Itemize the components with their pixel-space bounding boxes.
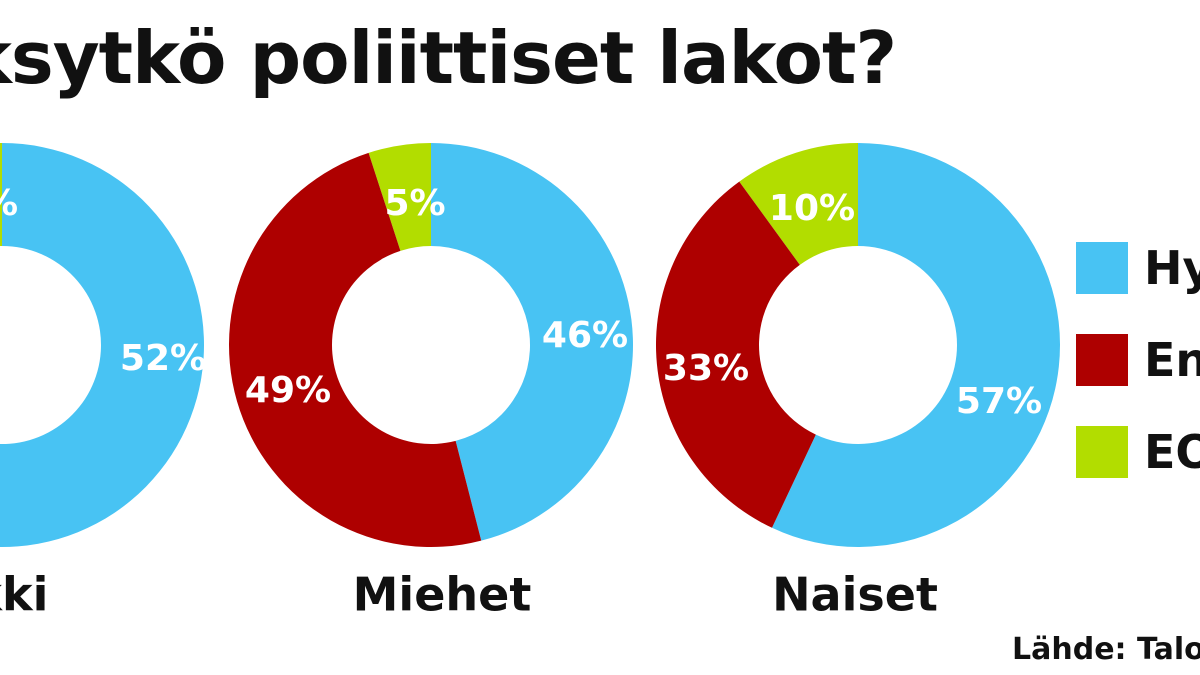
slice-miehet-en (229, 152, 482, 547)
chart-title: ksytkö poliittiset lakot? (0, 16, 897, 100)
slice-miehet-hy (431, 143, 634, 541)
donut-naiset: 57% 33% 10% Naiset (656, 143, 1060, 622)
slice-label-ikki-eo: % (0, 183, 18, 224)
slice-miehet-eo (368, 143, 431, 251)
group-label-miehet: Miehet (353, 568, 532, 622)
legend-swatch-en (1076, 334, 1128, 386)
legend-swatch-hy (1076, 242, 1128, 294)
slice-label-miehet-en: 49% (245, 370, 331, 411)
group-label-naiset: Naiset (772, 568, 938, 622)
slice-label-naiset-en: 33% (663, 348, 749, 389)
group-label-ikki: ikki (0, 568, 48, 622)
slice-label-naiset-hy: 57% (956, 381, 1042, 422)
slice-naiset-eo (739, 143, 858, 265)
donut-ikki: 52%% ikki (0, 143, 206, 622)
slice-ikki-hy (0, 143, 204, 547)
slice-label-ikki-hy: 52% (120, 338, 206, 379)
slice-ikki-eo (0, 143, 2, 247)
donut-miehet: 46% 49% 5% Miehet (229, 143, 634, 622)
slice-label-miehet-hy: 46% (542, 315, 628, 356)
legend-swatch-eo (1076, 426, 1128, 478)
legend-label-eo: EO (1144, 425, 1200, 479)
legend-label-hy: Hy (1144, 241, 1200, 295)
legend-label-en: En (1144, 333, 1200, 387)
slice-naiset-hy (771, 143, 1060, 547)
slice-label-naiset-eo: 10% (769, 188, 855, 229)
slice-naiset-en (656, 181, 816, 528)
slice-label-miehet-eo: 5% (384, 183, 445, 224)
source-note: Lähde: Talo (1012, 632, 1200, 667)
